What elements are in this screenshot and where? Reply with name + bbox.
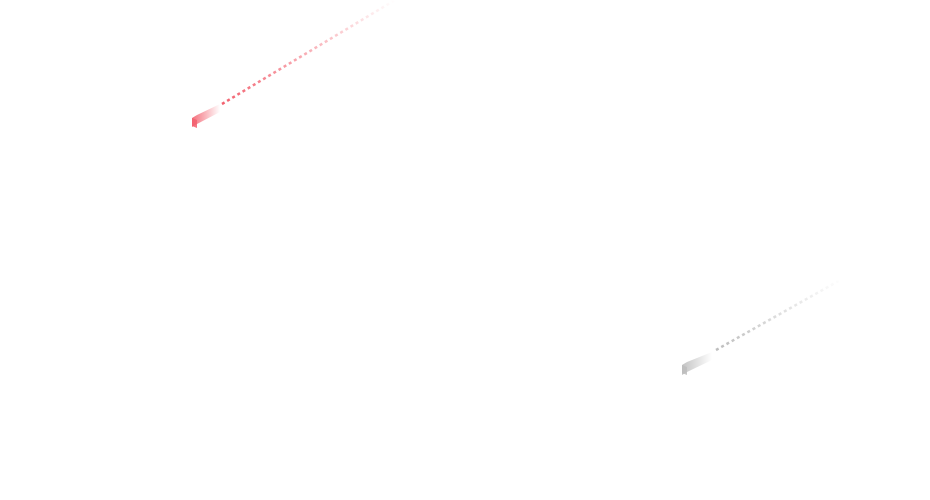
streak-trail: [221, 0, 396, 106]
streak-trail: [715, 277, 843, 352]
streak-head: [192, 104, 220, 127]
red-streak-icon: [192, 0, 396, 128]
streak-head-face: [682, 365, 687, 375]
streak-head: [682, 352, 712, 375]
streak-head-face: [192, 118, 197, 128]
gray-streak-icon: [682, 277, 843, 375]
